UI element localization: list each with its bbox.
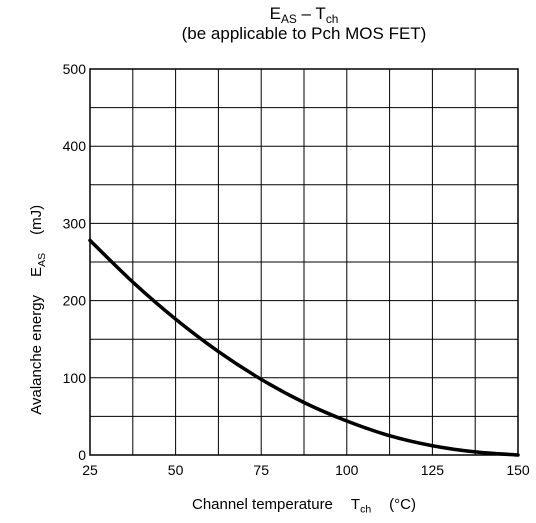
x-tick-label: 150 (506, 462, 530, 478)
y-tick-label: 500 (63, 61, 87, 77)
x-axis-label: Channel temperature Tch (°C) (191, 496, 416, 516)
x-tick-label: 100 (335, 462, 359, 478)
grid-lines (90, 69, 518, 455)
series-line (88, 238, 520, 457)
y-tick-label: 400 (63, 138, 87, 154)
tick-labels: 25 50 75 100 125 150 0 100 200 300 400 500 (63, 61, 530, 478)
x-tick-label: 25 (82, 462, 98, 478)
plot-frame (89, 68, 519, 456)
chart-subtitle: (be applicable to Pch MOS FET) (181, 24, 427, 43)
chart-title: EAS – Tch (269, 4, 339, 27)
x-tick-label: 75 (253, 462, 269, 478)
x-tick-label: 125 (421, 462, 445, 478)
y-axis-label: Avalanche energyEAS(mJ) (28, 204, 48, 415)
y-tick-label: 100 (63, 370, 87, 386)
y-tick-label: 300 (63, 215, 87, 231)
y-tick-label: 200 (63, 293, 87, 309)
y-tick-label: 0 (78, 447, 86, 463)
x-tick-label: 50 (168, 462, 184, 478)
